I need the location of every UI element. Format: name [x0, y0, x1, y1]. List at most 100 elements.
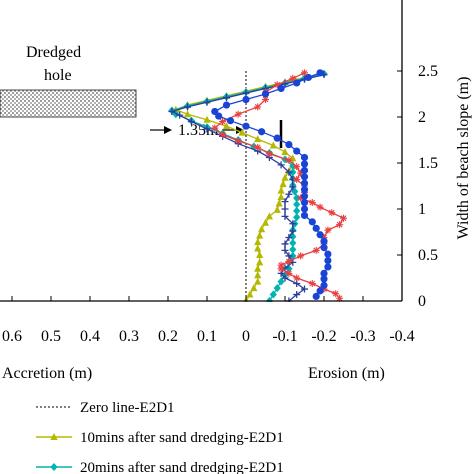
x-tick-label: 0.5 — [41, 328, 61, 345]
data-point — [277, 261, 285, 269]
data-point — [279, 180, 287, 188]
data-point — [242, 122, 250, 130]
legend-label: Zero line-E2D1 — [80, 400, 175, 416]
data-point — [275, 199, 283, 207]
data-point — [50, 463, 58, 471]
data-point — [285, 264, 293, 273]
data-point — [234, 110, 242, 118]
data-point — [254, 277, 262, 285]
data-point — [254, 103, 262, 111]
legend-entry: 20mins after sand dredging-E2D1 — [36, 460, 284, 474]
data-point — [211, 107, 219, 116]
y-tick-label: 0.5 — [418, 247, 438, 264]
data-point — [293, 291, 301, 299]
y-tick-label: 1.5 — [418, 155, 438, 172]
data-point — [277, 277, 285, 286]
data-point — [258, 225, 266, 233]
data-point — [300, 153, 309, 162]
x-tick-label: 0 — [242, 328, 250, 345]
data-point — [320, 237, 328, 245]
data-point — [265, 212, 273, 220]
data-point — [277, 193, 285, 201]
series-layer — [168, 69, 347, 302]
data-point — [281, 205, 289, 213]
data-point — [285, 269, 293, 277]
data-point — [316, 203, 324, 211]
data-point — [312, 224, 320, 232]
data-point — [277, 186, 285, 194]
data-point — [304, 73, 312, 82]
data-point — [324, 250, 332, 258]
data-point — [289, 251, 297, 260]
series-line — [170, 74, 325, 302]
data-point — [289, 183, 297, 191]
data-point — [285, 156, 293, 164]
data-point — [308, 280, 316, 288]
data-point — [256, 258, 264, 266]
data-point — [293, 79, 301, 87]
x-tick-label: -0.2 — [311, 328, 336, 345]
data-point — [316, 231, 324, 239]
data-point — [308, 199, 316, 207]
x-tick-label: 0.2 — [158, 328, 178, 345]
series-clip-group — [168, 69, 347, 302]
data-point — [300, 179, 309, 187]
data-point — [234, 137, 242, 145]
data-point — [203, 98, 211, 106]
series-line — [213, 72, 329, 297]
data-point — [289, 245, 297, 254]
data-point — [281, 246, 289, 254]
x-tick-label: 0.4 — [80, 328, 100, 345]
data-point — [281, 198, 289, 206]
data-point — [285, 190, 293, 198]
data-point — [320, 269, 328, 277]
data-point — [277, 84, 285, 93]
data-point — [324, 256, 332, 265]
data-point — [289, 239, 297, 248]
x-tick-label: -0.4 — [389, 328, 414, 345]
data-point — [289, 161, 297, 170]
data-point — [324, 226, 332, 234]
data-point — [297, 252, 305, 260]
series-line — [213, 72, 345, 299]
data-point — [176, 111, 184, 119]
x-axis-title-right: Erosion (m) — [308, 365, 385, 382]
data-point — [261, 90, 270, 98]
series-5 — [211, 69, 332, 300]
data-point — [297, 169, 305, 177]
distance-arrowhead-right — [236, 126, 244, 134]
data-point — [320, 275, 328, 283]
data-point — [324, 263, 332, 271]
data-point — [336, 221, 344, 229]
data-point — [222, 122, 231, 130]
data-point — [50, 433, 58, 440]
data-point — [316, 287, 324, 295]
data-point — [254, 135, 262, 143]
series-3 — [168, 71, 328, 302]
x-tick-label: -0.3 — [350, 328, 375, 345]
data-point — [320, 281, 328, 289]
data-point — [203, 125, 211, 133]
dredged-hole-block — [0, 89, 137, 118]
data-point — [261, 218, 270, 226]
data-point — [328, 209, 336, 217]
data-point — [256, 251, 264, 258]
data-point — [211, 124, 219, 132]
y-tick-label: 0 — [418, 293, 426, 310]
data-point — [250, 284, 258, 292]
data-point — [203, 115, 211, 123]
data-point — [168, 107, 176, 115]
data-point — [281, 274, 289, 282]
data-point — [242, 89, 250, 97]
axes-layer: 0.6 0.5 0.4 0.3 0.2 0.1 0 -0.1 -0.2 -0.3 -0.4 0 0.5 1… — [0, 0, 438, 345]
data-point — [301, 69, 308, 77]
data-point — [254, 264, 262, 272]
data-point — [258, 128, 266, 136]
data-point — [320, 234, 328, 242]
data-point — [265, 150, 273, 158]
data-point — [289, 220, 297, 228]
data-point — [187, 118, 195, 126]
data-point — [219, 130, 227, 138]
data-point — [320, 244, 328, 252]
